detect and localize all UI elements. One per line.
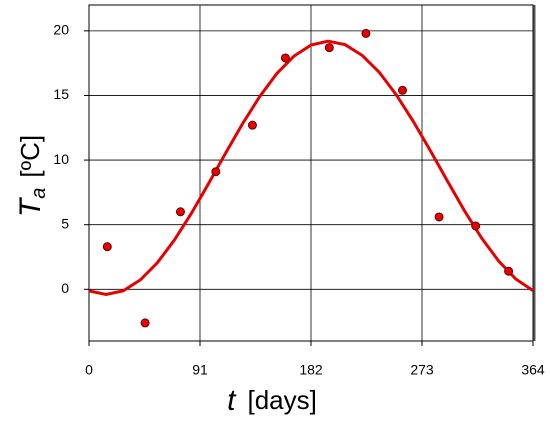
data-point bbox=[324, 43, 334, 53]
y-label-symbol: T bbox=[14, 196, 47, 217]
fit-curve bbox=[88, 39, 534, 297]
x-tick-label: 0 bbox=[85, 362, 93, 378]
x-label-symbol: t bbox=[227, 384, 237, 417]
data-point bbox=[102, 242, 112, 252]
data-point bbox=[471, 221, 481, 231]
data-point bbox=[211, 167, 221, 177]
x-tick-label: 182 bbox=[299, 362, 323, 378]
y-tick-label: 15 bbox=[53, 86, 69, 102]
y-label-subscript: a bbox=[28, 188, 50, 199]
data-point bbox=[504, 266, 514, 276]
data-point bbox=[434, 212, 444, 222]
y-label-unit: [ºC] bbox=[15, 135, 45, 178]
data-point bbox=[397, 85, 407, 95]
y-tick-label: 10 bbox=[53, 151, 69, 167]
x-label-unit: [days] bbox=[247, 385, 316, 415]
y-tick-label: 20 bbox=[53, 22, 69, 38]
x-tick-label: 364 bbox=[521, 362, 545, 378]
data-point bbox=[361, 28, 371, 38]
x-tick-label: 273 bbox=[410, 362, 434, 378]
data-point bbox=[175, 207, 185, 217]
data-point bbox=[280, 53, 290, 63]
x-axis-label: t [days] bbox=[227, 384, 317, 417]
data-point bbox=[140, 318, 150, 328]
data-point bbox=[247, 120, 257, 130]
y-tick-label: 5 bbox=[61, 215, 69, 231]
x-tick-label: 91 bbox=[192, 362, 208, 378]
y-axis-label: Ta [ºC] bbox=[14, 135, 50, 217]
y-tick-label: 0 bbox=[61, 280, 69, 296]
